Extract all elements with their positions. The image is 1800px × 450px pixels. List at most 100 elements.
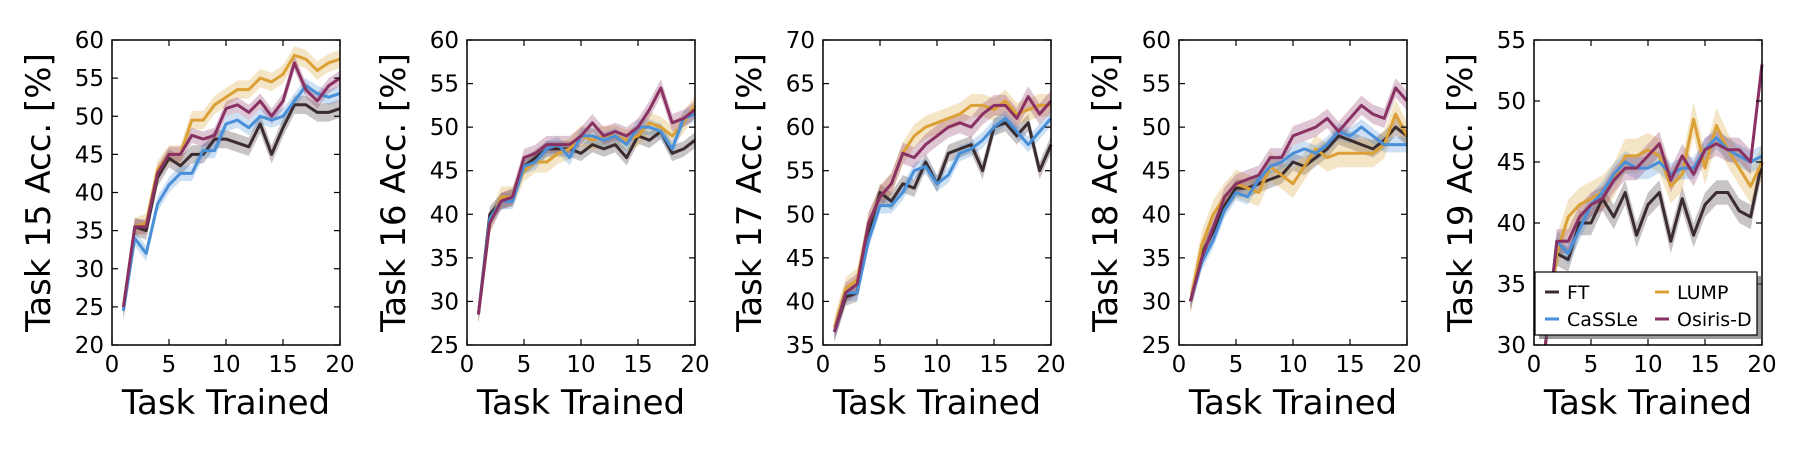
- series-line-osiris-d: [121, 61, 341, 308]
- x-tick-label: 0: [816, 352, 831, 378]
- x-tick-label: 0: [1527, 352, 1542, 378]
- y-tick-label: 25: [1142, 333, 1171, 359]
- band-ft: [478, 123, 695, 323]
- series-line-cassle: [832, 116, 1053, 333]
- band-lump: [123, 46, 341, 316]
- y-axis-label: Task 19 Acc. [%]: [1441, 53, 1481, 333]
- y-tick-label: 45: [786, 246, 815, 272]
- x-tick-label: 0: [105, 352, 120, 378]
- y-tick-label: 40: [786, 289, 815, 315]
- band-lump: [478, 94, 695, 326]
- y-axis-label: Task 17 Acc. [%]: [730, 53, 770, 333]
- y-tick-label: 30: [430, 289, 459, 315]
- x-tick-label: 0: [460, 352, 475, 378]
- series-line-ft: [832, 121, 1053, 333]
- x-tick-label: 15: [1335, 352, 1364, 378]
- y-tick-label: 55: [430, 72, 459, 98]
- series-line-osiris-d: [832, 95, 1053, 333]
- x-tick-label: 20: [680, 352, 709, 378]
- y-tick-label: 40: [75, 181, 104, 207]
- x-tick-label: 20: [325, 352, 354, 378]
- y-tick-label: 35: [1142, 246, 1171, 272]
- y-tick-label: 60: [786, 115, 815, 141]
- y-tick-label: 35: [75, 219, 104, 245]
- y-tick-label: 30: [1142, 289, 1171, 315]
- series-line-cassle: [1188, 125, 1407, 302]
- y-tick-label: 40: [1497, 211, 1526, 237]
- y-tick-label: 50: [430, 115, 459, 141]
- y-tick-label: 60: [430, 28, 459, 54]
- legend-box: [1534, 271, 1758, 336]
- x-tick-label: 15: [623, 352, 652, 378]
- y-tick-label: 50: [75, 104, 104, 130]
- x-tick-label: 5: [1584, 352, 1599, 378]
- y-tick-label: 50: [786, 202, 815, 228]
- x-axis-label: Task Trained: [476, 383, 685, 423]
- y-tick-label: 45: [75, 142, 104, 168]
- y-tick-label: 55: [786, 159, 815, 185]
- x-tick-label: 20: [1747, 352, 1776, 378]
- y-tick-label: 35: [786, 333, 815, 359]
- chart-panel-2: 0 5 10 15 20 25 30 35 40 45 50 55 60 Task Trained Task…: [374, 28, 710, 423]
- y-axis-label: Task 15 Acc. [%]: [19, 53, 59, 333]
- y-tick-label: 50: [1497, 89, 1526, 115]
- x-tick-label: 10: [922, 352, 951, 378]
- chart-panel-1: 0 5 10 15 20 20 25 30 35 40 45 50 55 60 Task Trained Ta…: [19, 28, 355, 423]
- x-tick-label: 5: [1229, 352, 1244, 378]
- y-tick-label: 35: [430, 246, 459, 272]
- legend-label-osiris-d: Osiris-D: [1677, 309, 1752, 331]
- y-tick-label: 35: [1497, 272, 1526, 298]
- band-cassle: [1545, 126, 1762, 345]
- y-tick-label: 20: [75, 333, 104, 359]
- y-tick-label: 30: [1497, 333, 1526, 359]
- y-tick-label: 30: [75, 257, 104, 283]
- y-tick-label: 50: [1142, 115, 1171, 141]
- x-tick-label: 5: [162, 352, 177, 378]
- series-line-osiris-d: [1188, 86, 1409, 302]
- y-tick-label: 55: [75, 66, 104, 92]
- y-axis-label: Task 16 Acc. [%]: [374, 53, 414, 333]
- x-axis-label: Task Trained: [832, 383, 1041, 423]
- legend-label-lump: LUMP: [1677, 282, 1728, 304]
- y-tick-label: 25: [430, 333, 459, 359]
- series-line-lump: [121, 53, 341, 308]
- series-line-ft: [1188, 125, 1408, 302]
- series-line-osiris-d: [1543, 64, 1764, 346]
- y-tick-label: 45: [430, 159, 459, 185]
- x-tick-label: 15: [1690, 352, 1719, 378]
- x-tick-label: 10: [566, 352, 595, 378]
- y-tick-label: 45: [1142, 159, 1171, 185]
- y-tick-label: 45: [1497, 150, 1526, 176]
- y-tick-label: 25: [75, 295, 104, 321]
- chart-panel-5: 0 5 10 15 20 30 35 40 45 50 55 Task Trained Task 19 …: [1441, 28, 1777, 423]
- band-cassle: [123, 78, 341, 319]
- y-tick-label: 60: [1142, 28, 1171, 54]
- x-tick-label: 20: [1392, 352, 1421, 378]
- x-axis-label: Task Trained: [1188, 383, 1397, 423]
- x-tick-label: 5: [517, 352, 532, 378]
- x-tick-label: 10: [1278, 352, 1307, 378]
- y-tick-label: 55: [1497, 28, 1526, 54]
- y-tick-label: 60: [75, 28, 104, 54]
- band-osiris-d: [834, 86, 1051, 343]
- x-axis-label: Task Trained: [1543, 383, 1752, 423]
- series-line-osiris-d: [476, 86, 696, 315]
- x-tick-label: 20: [1036, 352, 1065, 378]
- series-line-ft: [121, 103, 341, 311]
- y-tick-label: 40: [430, 202, 459, 228]
- x-tick-label: 0: [1172, 352, 1187, 378]
- y-tick-label: 70: [786, 28, 815, 54]
- y-axis-label: Task 18 Acc. [%]: [1086, 53, 1126, 333]
- band-lump: [834, 89, 1051, 339]
- x-tick-label: 10: [211, 352, 240, 378]
- legend-label-ft: FT: [1567, 282, 1590, 304]
- y-tick-label: 40: [1142, 202, 1171, 228]
- y-tick-label: 55: [1142, 72, 1171, 98]
- series-line-ft: [476, 130, 696, 315]
- x-tick-label: 15: [979, 352, 1008, 378]
- x-tick-label: 10: [1633, 352, 1662, 378]
- chart-panel-4: 0 5 10 15 20 25 30 35 40 45 50 55 60 Task Trained Task…: [1086, 28, 1422, 423]
- legend-label-cassle: CaSSLe: [1567, 309, 1638, 331]
- chart-panel-3: 0 5 10 15 20 35 40 45 50 55 60 65 70 Task Trained Task…: [730, 28, 1066, 423]
